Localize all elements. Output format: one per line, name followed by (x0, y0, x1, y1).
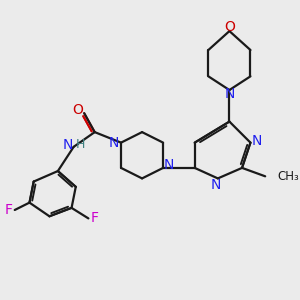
Text: N: N (163, 158, 174, 172)
Text: N: N (224, 87, 235, 101)
Text: CH₃: CH₃ (278, 170, 300, 183)
Text: F: F (91, 212, 99, 225)
Text: N: N (211, 178, 221, 192)
Text: H: H (75, 138, 85, 151)
Text: O: O (72, 103, 83, 117)
Text: O: O (224, 20, 235, 34)
Text: N: N (252, 134, 262, 148)
Text: F: F (4, 203, 12, 217)
Text: N: N (62, 138, 73, 152)
Text: N: N (109, 136, 119, 150)
